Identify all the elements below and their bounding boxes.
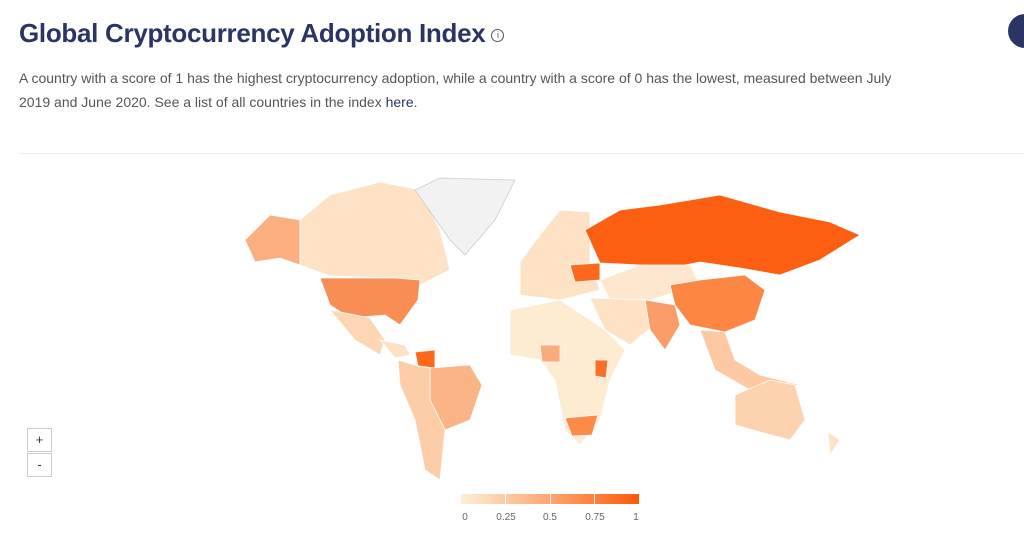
- country-nigeria[interactable]: [539, 344, 561, 363]
- country-central-america[interactable]: [378, 339, 411, 359]
- country-mexico[interactable]: [328, 309, 386, 356]
- zoom-out-button[interactable]: -: [27, 453, 52, 477]
- country-ukraine[interactable]: [569, 262, 601, 283]
- description: A country with a score of 1 has the high…: [19, 70, 892, 110]
- world-map[interactable]: [0, 160, 1024, 490]
- countries-list-link[interactable]: here: [385, 94, 414, 110]
- country-alaska[interactable]: [244, 214, 301, 266]
- info-icon[interactable]: i: [491, 28, 505, 42]
- legend-tick: 1: [633, 512, 639, 523]
- page-title: Global Cryptocurrency Adoption Index i: [19, 18, 505, 49]
- country-canada[interactable]: [299, 181, 451, 286]
- country-russia[interactable]: [584, 194, 861, 276]
- country-greenland[interactable]: [414, 177, 516, 256]
- country-south-america-west[interactable]: [397, 359, 446, 481]
- country-china[interactable]: [669, 274, 766, 333]
- zoom-in-button[interactable]: +: [27, 428, 52, 452]
- country-australia[interactable]: [734, 379, 806, 441]
- color-legend: [461, 494, 639, 504]
- divider: [19, 153, 1024, 154]
- twitter-share-button[interactable]: [1008, 14, 1024, 48]
- region-se-asia[interactable]: [699, 329, 801, 391]
- country-kenya[interactable]: [594, 359, 609, 379]
- country-india[interactable]: [644, 299, 681, 351]
- region-middle-east[interactable]: [589, 297, 661, 346]
- legend-tick: 0.75: [585, 512, 605, 523]
- legend-tick: 0.25: [496, 512, 516, 523]
- legend-tick: 0: [462, 512, 468, 523]
- country-new-zealand[interactable]: [827, 431, 841, 457]
- country-venezuela[interactable]: [414, 349, 436, 369]
- region-europe[interactable]: [519, 209, 601, 301]
- legend-tick: 0.5: [543, 512, 557, 523]
- country-south-africa[interactable]: [564, 414, 599, 437]
